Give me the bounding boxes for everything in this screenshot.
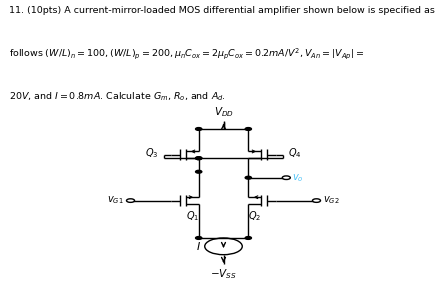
Text: $Q_4$: $Q_4$ bbox=[288, 146, 302, 160]
Circle shape bbox=[196, 157, 202, 160]
Circle shape bbox=[245, 128, 251, 130]
Circle shape bbox=[196, 157, 202, 160]
Text: $v_{G1}$: $v_{G1}$ bbox=[107, 195, 124, 207]
Circle shape bbox=[196, 128, 202, 130]
Text: $V_{DD}$: $V_{DD}$ bbox=[214, 105, 233, 119]
Circle shape bbox=[245, 176, 251, 179]
Text: $20V$, and $I = 0.8mA$. Calculate $G_m$, $R_o$, and $A_d$.: $20V$, and $I = 0.8mA$. Calculate $G_m$,… bbox=[9, 91, 226, 103]
Circle shape bbox=[283, 176, 291, 180]
Circle shape bbox=[127, 199, 135, 202]
Circle shape bbox=[312, 199, 320, 202]
Circle shape bbox=[245, 237, 251, 239]
Text: $Q_2$: $Q_2$ bbox=[248, 210, 261, 223]
Text: $Q_1$: $Q_1$ bbox=[186, 210, 199, 223]
Circle shape bbox=[196, 170, 202, 173]
Text: $-V_{SS}$: $-V_{SS}$ bbox=[210, 268, 237, 282]
Text: $I$: $I$ bbox=[196, 240, 201, 252]
Text: $v_{G2}$: $v_{G2}$ bbox=[323, 195, 340, 207]
Text: $Q_3$: $Q_3$ bbox=[145, 146, 159, 160]
Text: 11. (10pts) A current-mirror-loaded MOS differential amplifier shown below is sp: 11. (10pts) A current-mirror-loaded MOS … bbox=[9, 6, 435, 15]
Circle shape bbox=[196, 237, 202, 239]
Text: $v_o$: $v_o$ bbox=[292, 172, 303, 184]
Text: follows $(W/L)_n = 100, (W/L)_p = 200, \mu_n C_{ox} = 2\mu_p C_{ox} = 0.2mA/V^2,: follows $(W/L)_n = 100, (W/L)_p = 200, \… bbox=[9, 47, 364, 61]
